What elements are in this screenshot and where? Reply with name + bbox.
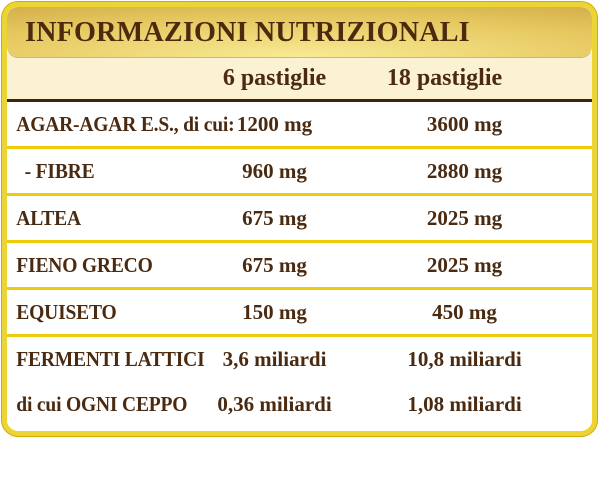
row-label: AGAR-AGAR E.S., di cui:	[16, 111, 235, 136]
row-value-18: 3600 mg	[426, 111, 503, 136]
row-label: - FIBRE	[24, 158, 95, 183]
row-value-6: 675 mg	[242, 205, 307, 230]
table-row-ogni-ceppo: di cui OGNI CEPPO 0,36 miliardi 1,08 mil…	[7, 382, 592, 427]
row-label: di cui OGNI CEPPO	[16, 392, 188, 416]
header-divider	[7, 99, 592, 102]
table-title: INFORMAZIONI NUTRIZIONALI	[25, 15, 470, 48]
table-row-fieno-greco: FIENO GRECO 675 mg 2025 mg	[7, 243, 592, 290]
row-label: EQUISETO	[16, 299, 117, 324]
row-label: ALTEA	[16, 205, 81, 230]
row-value-18: 2880 mg	[426, 158, 503, 183]
row-label: FIENO GRECO	[16, 252, 153, 277]
row-value-18: 2025 mg	[426, 205, 503, 230]
row-value-6: 150 mg	[242, 299, 307, 324]
row-value-6: 3,6 miliardi	[222, 347, 327, 371]
table-row-agar-agar: AGAR-AGAR E.S., di cui: 1200 mg 3600 mg	[7, 102, 592, 149]
row-value-6: 1200 mg	[236, 111, 313, 136]
table-row-fermenti-lattici: FERMENTI LATTICI 3,6 miliardi 10,8 milia…	[7, 337, 592, 382]
table-row-equiseto: EQUISETO 150 mg 450 mg	[7, 290, 592, 337]
table-row-fibre: - FIBRE 960 mg 2880 mg	[7, 149, 592, 196]
row-label: FERMENTI LATTICI	[16, 347, 205, 371]
row-value-18: 10,8 miliardi	[407, 347, 522, 371]
row-value-18: 1,08 miliardi	[407, 392, 522, 416]
column-header-18-pastiglie: 18 pastiglie	[386, 64, 503, 91]
row-value-18: 450 mg	[432, 299, 497, 324]
row-value-6: 0,36 miliardi	[217, 392, 332, 416]
row-value-6: 960 mg	[242, 158, 307, 183]
column-header-row: 6 pastiglie 18 pastiglie	[7, 53, 592, 99]
title-band: INFORMAZIONI NUTRIZIONALI	[7, 7, 592, 57]
column-header-6-pastiglie: 6 pastiglie	[222, 64, 327, 91]
table-body: AGAR-AGAR E.S., di cui: 1200 mg 3600 mg …	[7, 102, 592, 427]
row-value-18: 2025 mg	[426, 252, 503, 277]
table-row-altea: ALTEA 675 mg 2025 mg	[7, 196, 592, 243]
nutrition-facts-card: INFORMAZIONI NUTRIZIONALI 6 pastiglie 18…	[2, 2, 597, 436]
row-value-6: 675 mg	[242, 252, 307, 277]
